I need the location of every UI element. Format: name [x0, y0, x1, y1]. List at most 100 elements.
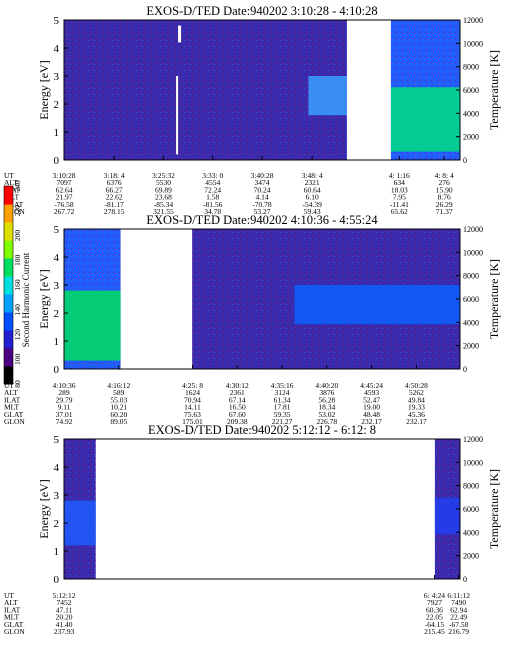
ephemeris-value: 26.29 — [436, 200, 453, 209]
y2-axis-title: Temperature [K] — [487, 259, 501, 339]
y2-tick-label: 10000 — [463, 248, 483, 257]
y2-tick-label: 2000 — [463, 133, 479, 142]
y-tick-label: 1 — [54, 546, 60, 558]
ephemeris-value: -64.15 — [425, 620, 445, 629]
ephemeris-value: 37.01 — [56, 410, 73, 419]
y2-tick-label: 2000 — [463, 552, 479, 561]
ephemeris-value: 19.33 — [408, 403, 425, 412]
y2-tick-label: 4000 — [463, 109, 479, 118]
y-axis-title: Energy [eV] — [37, 269, 51, 328]
ephemeris-value: 17.81 — [274, 403, 291, 412]
ephemeris-row-label: GLON — [4, 627, 25, 636]
y-axis-title: Energy [eV] — [37, 60, 51, 119]
ephemeris-value: 67.14 — [229, 395, 246, 404]
ephemeris-row-label: UT — [4, 591, 14, 600]
spectrogram-band — [390, 87, 460, 152]
ephemeris-value: 4:35:16 — [271, 381, 294, 390]
ephemeris-value: 4: 1:16 — [389, 171, 410, 180]
ephemeris-value: 23.68 — [155, 193, 172, 202]
ephemeris-value: 589 — [113, 388, 125, 397]
y-tick-label: 1 — [54, 336, 60, 348]
y-tick-label: 4 — [54, 462, 60, 474]
ephemeris-value: 18.34 — [318, 403, 335, 412]
colorbar-tick-label: 180 — [13, 254, 22, 266]
ephemeris-value: 10.21 — [110, 403, 127, 412]
ephemeris-row-label: ALT — [4, 178, 18, 187]
ephemeris-row-label: GLON — [4, 207, 25, 216]
colorbar-tick-label: 200 — [13, 230, 22, 242]
ephemeris-value: 62.64 — [56, 185, 73, 194]
ephemeris-value: 7.95 — [393, 193, 406, 202]
ephemeris-value: 9.11 — [58, 403, 71, 412]
ephemeris-row-label: ILAT — [4, 605, 21, 614]
ephemeris-value: 278.15 — [104, 207, 125, 216]
ephemeris-value: 289 — [58, 388, 70, 397]
ephemeris-value: 75.63 — [184, 410, 201, 419]
y2-tick-label: 6000 — [463, 505, 479, 514]
data-gap — [176, 76, 179, 155]
ephemeris-value: 66.27 — [106, 185, 123, 194]
ephemeris-value: 226.78 — [317, 417, 338, 426]
ephemeris-value: 2321 — [305, 178, 320, 187]
ephemeris-value: 7452 — [57, 598, 72, 607]
ephemeris-value: 65.62 — [391, 207, 408, 216]
ephemeris-value: 3:48: 4 — [302, 171, 323, 180]
colorbar-tick-label: 240 — [13, 180, 22, 192]
colorbar-swatch — [4, 240, 13, 259]
colorbar-tick-label: 100 — [13, 353, 22, 365]
ephemeris-row-label: GLON — [4, 417, 25, 426]
ephemeris-row-label: ALT — [4, 388, 18, 397]
ephemeris-value: 72.24 — [204, 185, 221, 194]
ephemeris-value: 29.79 — [56, 395, 73, 404]
y-tick-label: 3 — [54, 490, 60, 502]
ephemeris-value: 71.37 — [436, 207, 453, 216]
y-tick-label: 5 — [54, 434, 60, 446]
ephemeris-value: 53.02 — [318, 410, 335, 419]
ephemeris-value: 237.93 — [54, 627, 75, 636]
y2-tick-label: 0 — [463, 156, 467, 165]
ephemeris-value: -70.78 — [252, 200, 272, 209]
data-gap — [178, 25, 182, 43]
ephemeris-value: 634 — [394, 178, 406, 187]
ephemeris-value: 69.89 — [155, 185, 172, 194]
y-tick-label: 0 — [54, 574, 60, 586]
ephemeris-value: -67.58 — [449, 620, 469, 629]
ephemeris-value: 4:10:36 — [53, 381, 76, 390]
colorbar-swatch — [4, 186, 13, 205]
ephemeris-row-label: GLAT — [4, 620, 24, 629]
ephemeris-value: 175.01 — [182, 417, 203, 426]
colorbar-swatch — [4, 222, 13, 241]
colorbar-tick-label: 80 — [13, 380, 22, 388]
ephemeris-row-label: UT — [4, 381, 14, 390]
ephemeris-value: 18.03 — [391, 185, 408, 194]
ephemeris-value: 4: 8: 4 — [435, 171, 454, 180]
ephemeris-value: 47.11 — [56, 605, 73, 614]
y-tick-label: 0 — [54, 364, 60, 376]
colorbar-title: Second Harmonic Current — [21, 252, 31, 347]
ephemeris-value: 52.47 — [363, 395, 380, 404]
ephemeris-value: 3:10:28 — [53, 171, 76, 180]
ephemeris-value: 6:11:12 — [447, 591, 470, 600]
ephemeris-row-label: MLT — [4, 403, 20, 412]
ephemeris-value: 5:12:12 — [53, 591, 76, 600]
colorbar-tick-label: 220 — [13, 205, 22, 217]
colorbar-swatch — [4, 330, 13, 349]
colorbar-frame — [3, 185, 14, 385]
ephemeris-value: 3124 — [275, 388, 290, 397]
ephemeris-value: 16.50 — [229, 403, 246, 412]
ephemeris-value: 7927 — [427, 598, 442, 607]
ephemeris-value: 8.76 — [438, 193, 451, 202]
ephemeris-value: 4554 — [205, 178, 220, 187]
ephemeris-value: 49.84 — [408, 395, 425, 404]
ephemeris-row-label: UT — [4, 171, 14, 180]
ephemeris-value: 3:18: 4 — [104, 171, 125, 180]
ephemeris-value: 221.27 — [272, 417, 293, 426]
y2-tick-label: 12000 — [463, 16, 483, 25]
ephemeris-row-label: ALT — [4, 598, 18, 607]
ephemeris-value: 21.97 — [56, 193, 73, 202]
y-tick-label: 3 — [54, 71, 60, 83]
ephemeris-value: 45.36 — [408, 410, 425, 419]
spectrogram-band — [64, 500, 96, 546]
colorbar-tick-label: 120 — [13, 329, 22, 341]
ephemeris-value: 19.00 — [363, 403, 380, 412]
